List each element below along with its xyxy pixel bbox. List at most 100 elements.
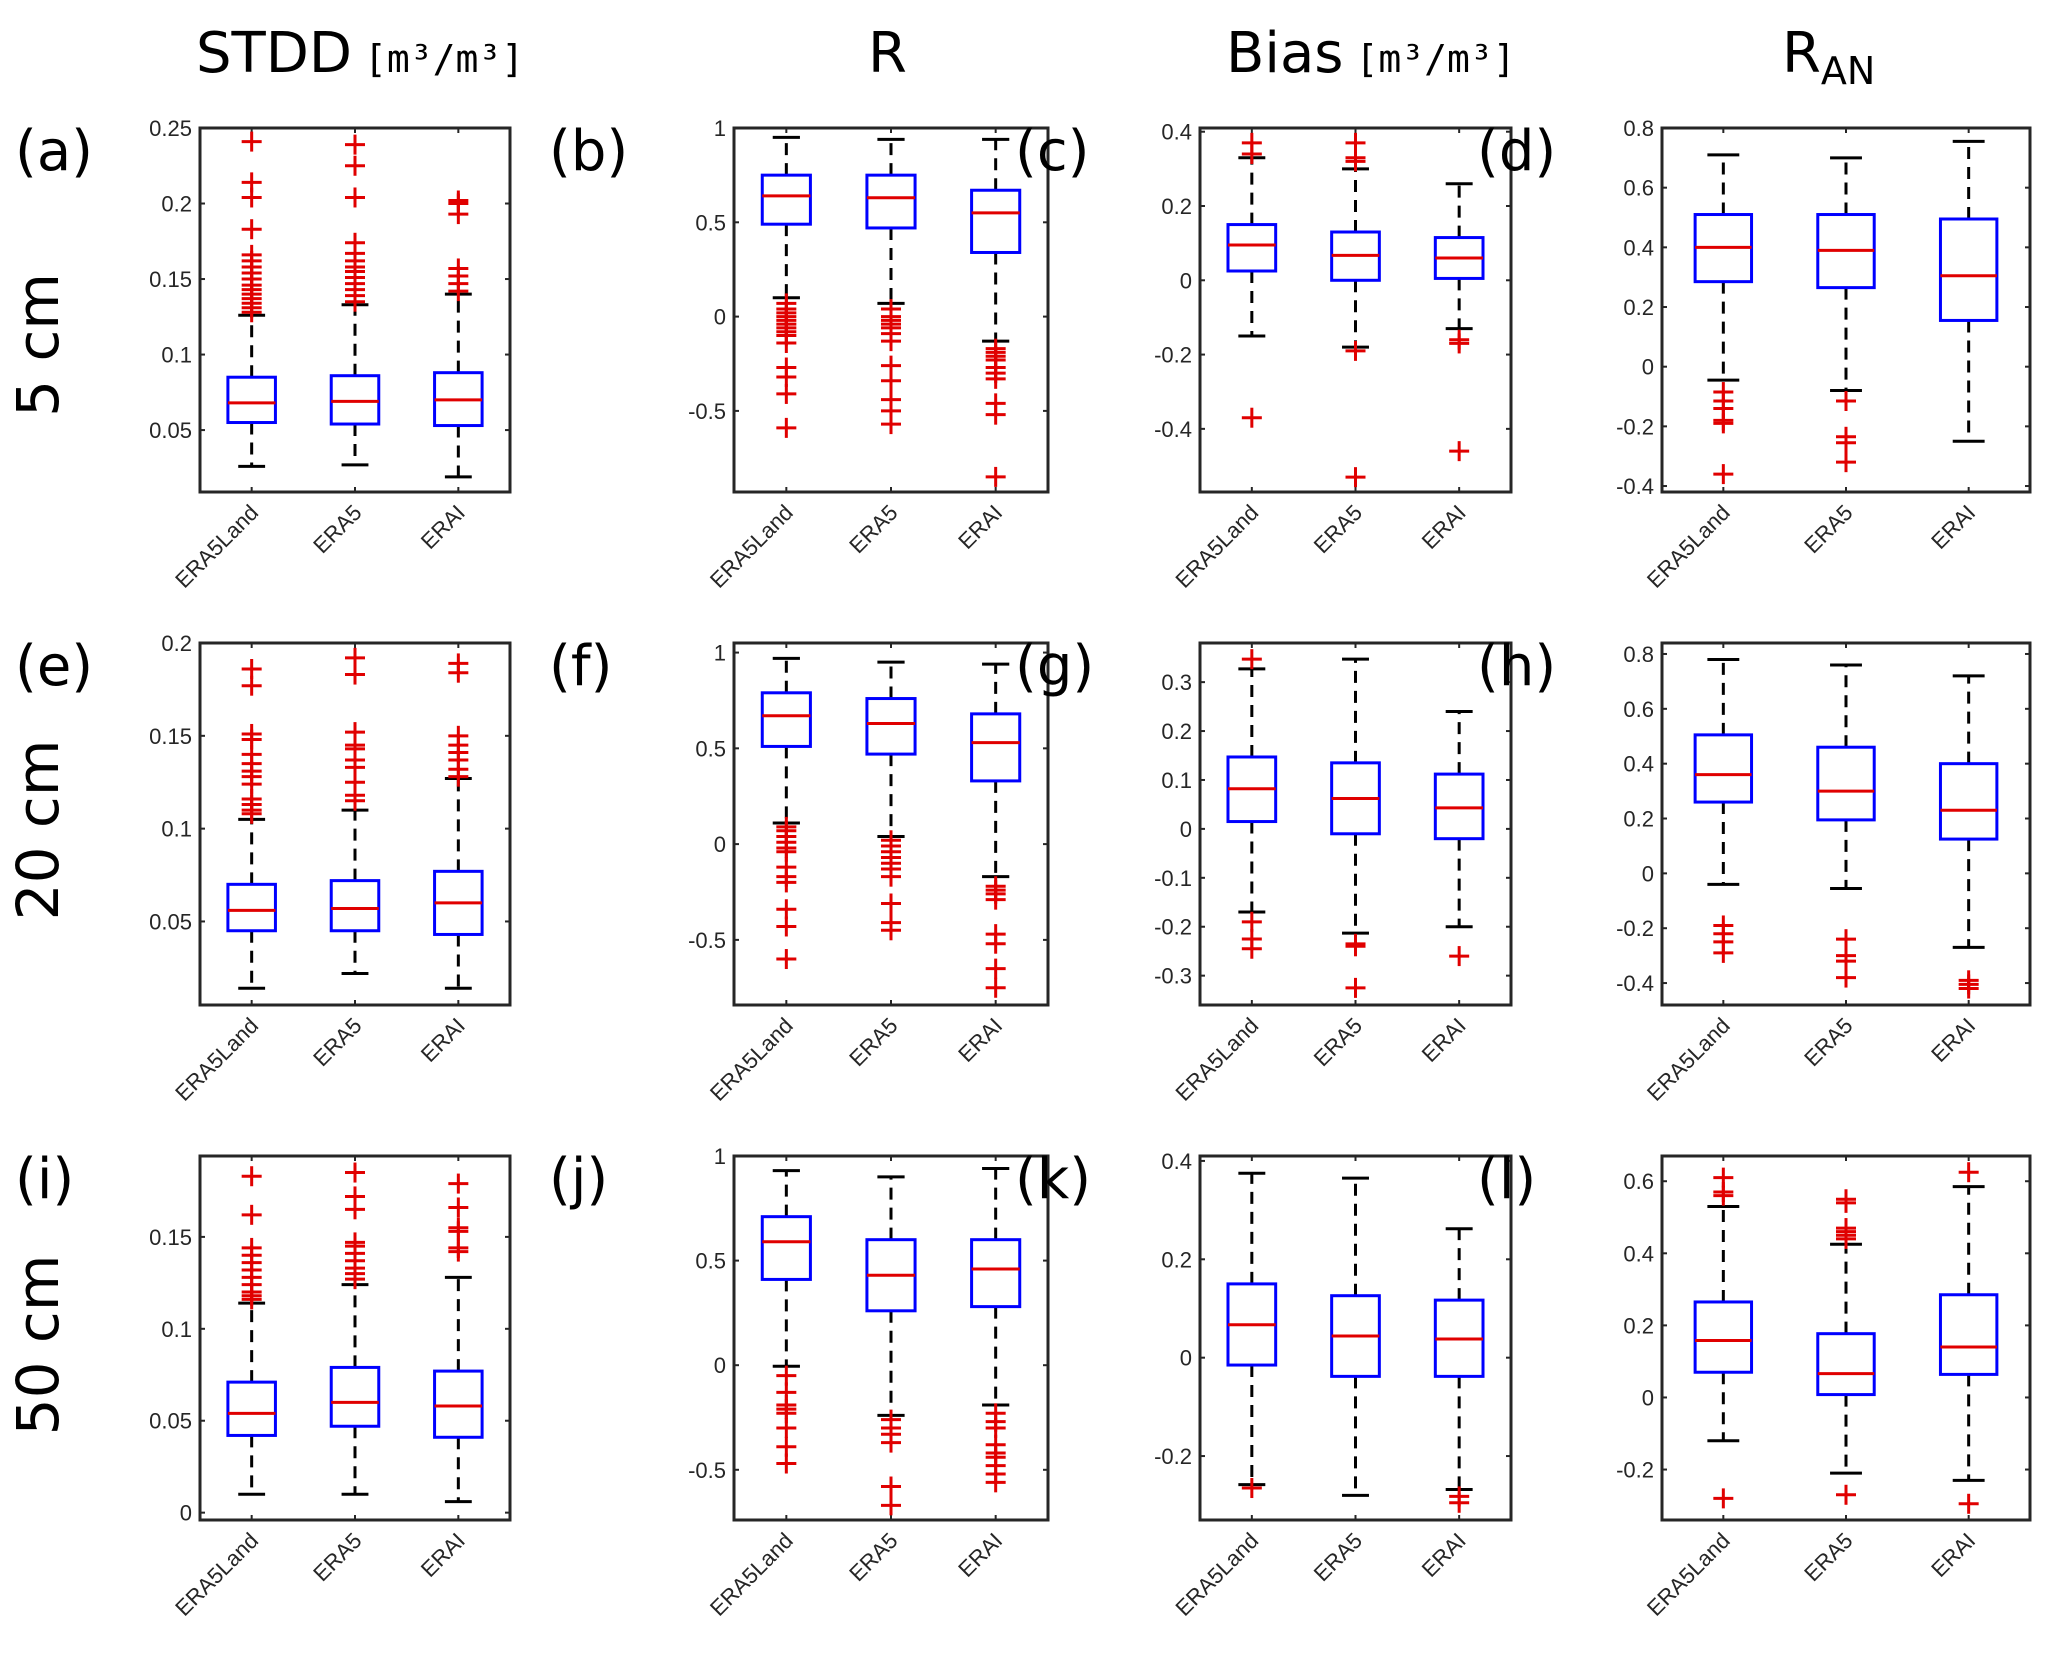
- box-ERAI: [1938, 139, 1999, 443]
- outlier-marker: [345, 1232, 365, 1253]
- outlier-marker: [1958, 978, 1979, 999]
- outlier-marker: [1345, 467, 1366, 488]
- column-title-r: R: [868, 21, 907, 86]
- x-category-label: ERAI: [953, 500, 1007, 554]
- y-tick-label: 1: [714, 116, 726, 141]
- y-tick-label: 0.1: [161, 343, 192, 368]
- x-category-label: ERA5Land: [1642, 500, 1735, 593]
- y-tick-label: 0: [180, 1501, 192, 1526]
- panel-label: (g): [1015, 634, 1094, 699]
- outlier-marker: [985, 368, 1006, 389]
- iqr-box: [329, 374, 381, 426]
- y-tick-label: 0.1: [161, 817, 192, 842]
- outlier-marker: [776, 899, 797, 920]
- outlier-marker: [241, 131, 262, 152]
- y-tick-label: 0.1: [161, 1317, 192, 1342]
- iqr-box: [433, 1369, 484, 1439]
- box-ERA5: [1816, 1189, 1876, 1505]
- outlier-marker: [1836, 452, 1856, 473]
- y-tick-label: 0.4: [1161, 120, 1192, 145]
- x-category-label: ERAI: [416, 500, 470, 554]
- axes-frame: [198, 641, 512, 1007]
- x-category-label: ERA5: [308, 500, 366, 558]
- outlier-marker: [1449, 441, 1470, 462]
- outlier-marker: [776, 1453, 797, 1474]
- y-tick-label: -0.2: [1154, 343, 1192, 368]
- outlier-marker: [1449, 333, 1470, 354]
- panel-label: (i): [15, 1147, 74, 1212]
- iqr-box: [329, 879, 381, 933]
- panel-d: (d) -0.4 -0.2 0 0.2 0.4 0.6 0.8 ERA5Land ERA5 ERAI: [1477, 116, 2032, 593]
- x-category-label: ERA5: [844, 1528, 902, 1586]
- x-category-label: ERA5: [308, 1013, 366, 1071]
- outlier-marker: [241, 675, 262, 696]
- y-tick-label: 0: [1642, 355, 1654, 380]
- x-category-label: ERAI: [953, 1528, 1007, 1582]
- outlier-marker: [985, 1472, 1006, 1493]
- outlier-marker: [881, 920, 901, 941]
- x-category-label: ERAI: [1417, 1528, 1471, 1582]
- y-tick-label: 0.05: [149, 1409, 192, 1434]
- panel-a: (a) 0.05 0.1 0.15 0.2 0.25 ERA5Land ERA5 ERAI: [15, 116, 512, 593]
- y-tick-label: 1: [714, 641, 726, 666]
- x-category-label: ERA5Land: [705, 1528, 798, 1621]
- outlier-marker: [1345, 340, 1366, 361]
- outlier-marker: [985, 958, 1006, 979]
- y-tick-label: 0.05: [149, 909, 192, 934]
- y-tick-label: -0.1: [1154, 866, 1192, 891]
- y-tick-label: 0.5: [695, 736, 726, 761]
- panel-label: (f): [549, 634, 612, 699]
- y-tick-label: 0: [714, 832, 726, 857]
- y-tick-label: 0.8: [1623, 642, 1654, 667]
- box-ERAI: [1938, 674, 1999, 999]
- x-category-label: ERA5: [1309, 500, 1367, 558]
- box-ERA5: [1816, 663, 1876, 988]
- x-category-label: ERA5Land: [705, 500, 798, 593]
- y-tick-label: 0: [1180, 1346, 1192, 1371]
- panel-label: (b): [549, 119, 628, 184]
- outlier-marker: [776, 366, 797, 387]
- y-tick-label: 0.15: [149, 1225, 192, 1250]
- box-ERA5: [329, 647, 381, 975]
- box-ERA5Land: [1226, 132, 1278, 428]
- panel-label: (j): [549, 1147, 608, 1212]
- iqr-box: [1226, 223, 1278, 273]
- outlier-marker: [985, 1417, 1006, 1438]
- box-ERAI: [433, 653, 484, 990]
- y-tick-label: -0.3: [1154, 964, 1192, 989]
- panel-b: (b) -0.5 0 0.5 1 ERA5Land ERA5 ERAI: [549, 116, 1050, 593]
- y-tick-label: 0.5: [695, 210, 726, 235]
- iqr-box: [1693, 733, 1754, 804]
- x-category-label: ERA5Land: [1170, 1013, 1263, 1106]
- x-category-label: ERA5: [1309, 1528, 1367, 1586]
- outlier-marker: [241, 658, 262, 679]
- panel-j: (j) -0.5 0 0.5 1 ERA5Land ERA5 ERAI: [549, 1144, 1050, 1621]
- outlier-marker: [241, 1237, 262, 1258]
- box-ERAI: [970, 137, 1022, 487]
- box-ERAI: [970, 662, 1022, 998]
- box-ERA5: [865, 1175, 917, 1516]
- x-category-label: ERAI: [1926, 1528, 1980, 1582]
- outlier-marker: [1241, 132, 1262, 153]
- outlier-marker: [241, 1166, 262, 1187]
- x-category-label: ERA5: [1799, 1528, 1857, 1586]
- x-category-label: ERAI: [1417, 1013, 1471, 1067]
- panel-k: (k) -0.2 0 0.2 0.4 ERA5Land ERA5 ERAI: [1015, 1147, 1513, 1621]
- outlier-marker: [776, 1436, 797, 1457]
- x-category-label: ERA5Land: [170, 1528, 263, 1621]
- outlier-marker: [776, 1417, 797, 1438]
- outlier-marker: [776, 872, 797, 893]
- y-tick-label: 0.2: [161, 192, 192, 217]
- column-title-bias: Bias [m³/m³]: [1226, 21, 1516, 86]
- iqr-box: [865, 173, 917, 230]
- x-category-label: ERA5: [1799, 1013, 1857, 1071]
- x-category-label: ERA5Land: [170, 1013, 263, 1106]
- y-tick-label: -0.5: [688, 1458, 726, 1483]
- y-tick-label: 0: [714, 1353, 726, 1378]
- outlier-marker: [345, 155, 365, 176]
- box-ERA5Land: [226, 131, 277, 468]
- x-category-label: ERAI: [416, 1013, 470, 1067]
- row-label-50cm: 50 cm: [4, 1255, 72, 1436]
- iqr-box: [226, 882, 277, 933]
